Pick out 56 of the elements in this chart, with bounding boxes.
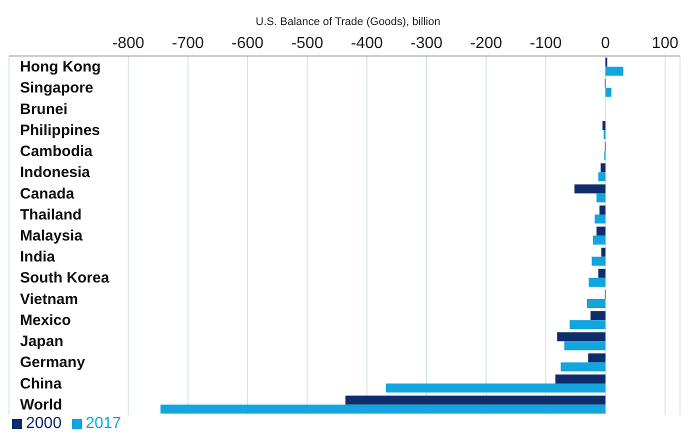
x-tick-label: -400 <box>350 35 383 52</box>
bar <box>598 268 606 278</box>
y-tick-label: Brunei <box>20 100 68 118</box>
bar <box>386 383 606 392</box>
bar <box>596 226 606 236</box>
y-tick-label: Cambodia <box>20 143 94 160</box>
y-tick-label: India <box>20 248 56 266</box>
bar <box>560 362 606 372</box>
x-tick-label: -600 <box>232 35 264 52</box>
bar <box>594 214 606 224</box>
bar <box>570 320 606 330</box>
bar <box>602 121 606 130</box>
y-tick-label: Germany <box>20 354 86 372</box>
y-tick-label: Indonesia <box>20 164 91 182</box>
bar <box>598 172 606 182</box>
bar <box>599 206 606 215</box>
bar <box>605 66 624 76</box>
y-tick-label: World <box>20 396 62 414</box>
legend-label: 2000 <box>26 415 62 432</box>
bar <box>574 184 606 194</box>
bar <box>592 256 606 266</box>
bar <box>586 298 606 308</box>
y-tick-label: Mexico <box>20 312 71 329</box>
y-tick-label: Thailand <box>20 206 82 224</box>
bar <box>601 248 606 257</box>
bar <box>555 374 606 384</box>
x-tick-label: -700 <box>172 35 204 52</box>
y-tick-label: Philippines <box>20 122 100 139</box>
x-tick-label: -500 <box>291 35 324 52</box>
y-tick-label: Hong Kong <box>20 58 101 76</box>
x-tick-label: -200 <box>470 35 502 52</box>
y-tick-label: Canada <box>20 185 75 202</box>
bar <box>600 163 606 172</box>
legend-label: 2017 <box>86 415 122 432</box>
y-tick-label: Vietnam <box>20 290 78 308</box>
bar <box>160 404 606 414</box>
y-tick-label: Malaysia <box>20 228 84 244</box>
x-tick-label: 100 <box>652 35 679 52</box>
bar <box>590 311 606 320</box>
bar <box>605 88 612 97</box>
bar <box>588 353 606 362</box>
x-tick-label: -300 <box>410 35 443 52</box>
bar <box>588 278 606 287</box>
x-tick-label: -100 <box>530 35 562 52</box>
bar <box>557 332 606 342</box>
x-tick-label: -800 <box>112 35 144 52</box>
bar <box>596 193 606 202</box>
y-tick-label: Singapore <box>20 80 94 97</box>
x-tick-label: 0 <box>600 35 610 52</box>
bar <box>592 236 606 245</box>
y-tick-label: China <box>20 375 62 392</box>
bar <box>564 341 606 350</box>
bar <box>345 396 606 405</box>
y-tick-label: Japan <box>20 333 64 350</box>
x-axis-title: U.S. Balance of Trade (Goods), billion <box>254 16 442 28</box>
y-tick-label: South Korea <box>20 270 110 287</box>
